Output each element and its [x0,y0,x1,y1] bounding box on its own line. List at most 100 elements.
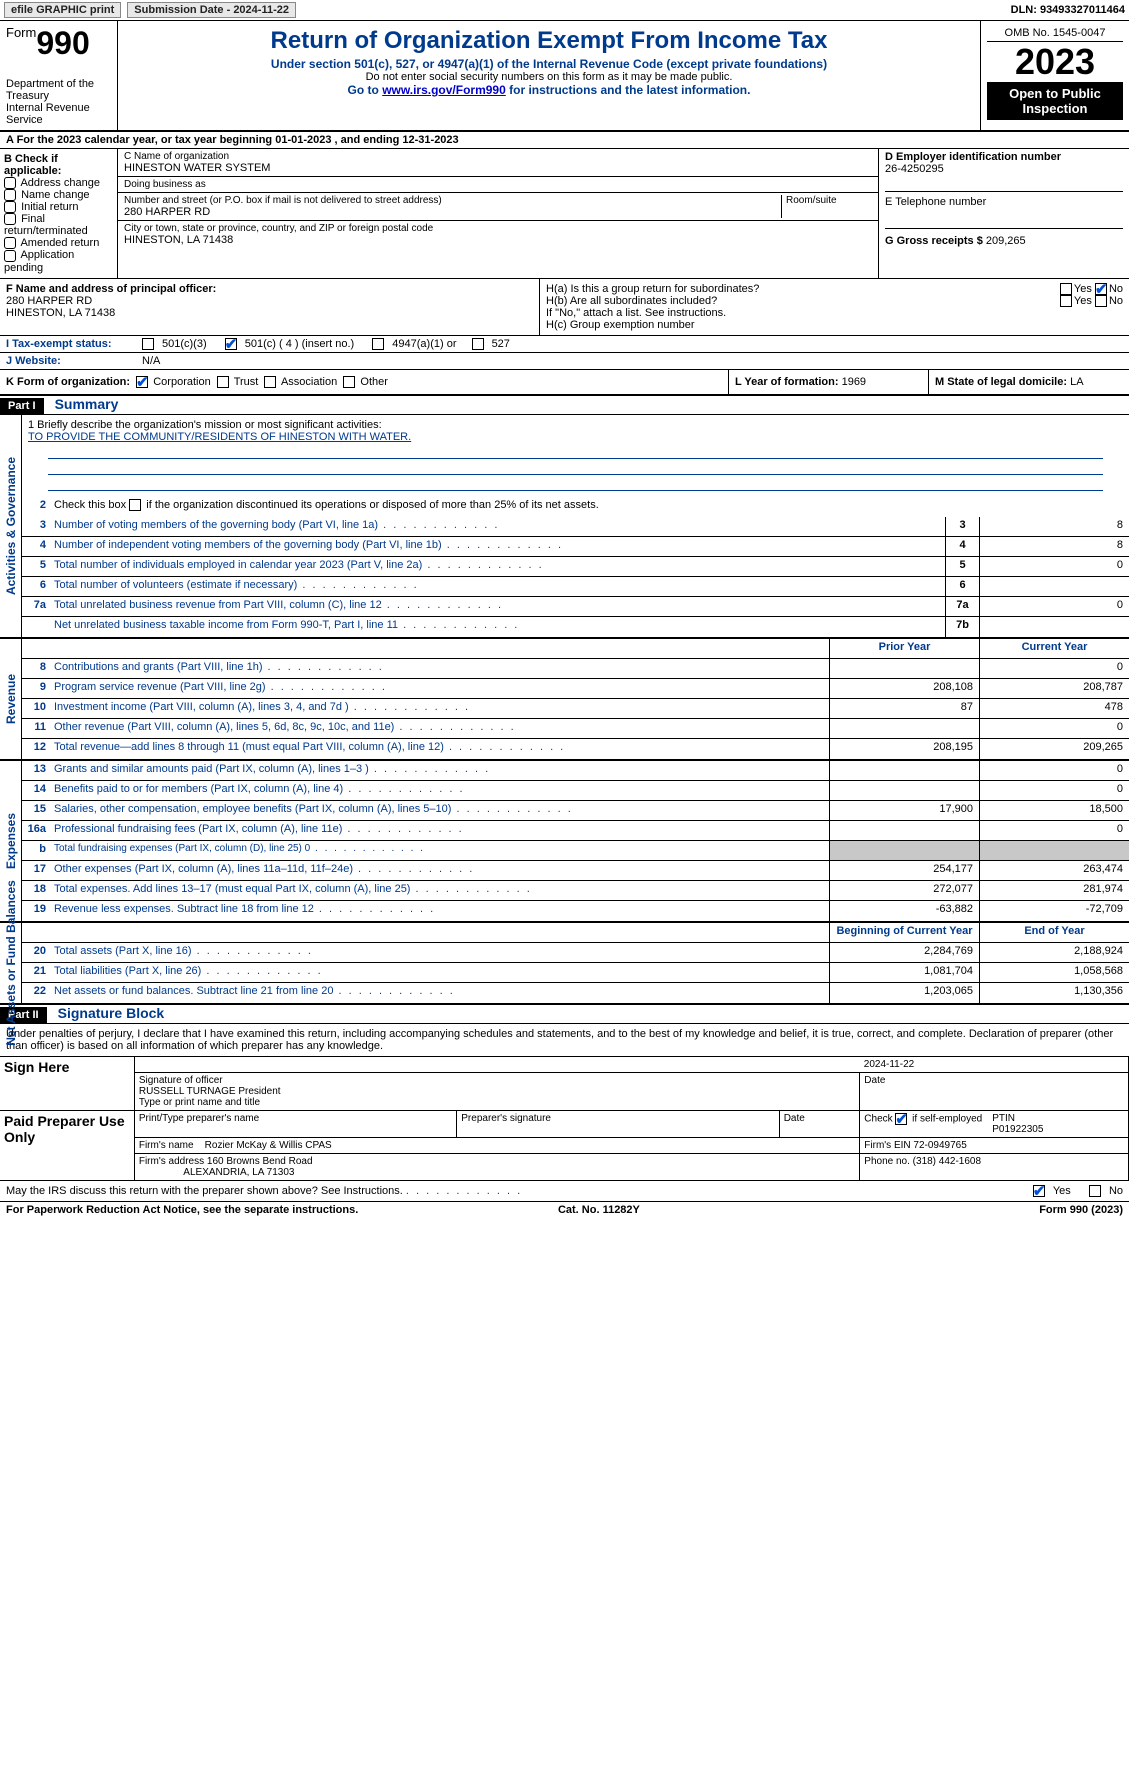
footer-mid: Cat. No. 11282Y [558,1204,640,1216]
form-note-ssn: Do not enter social security numbers on … [124,71,974,83]
sign-date: 2024-11-22 [864,1059,914,1070]
chk-501c[interactable] [225,338,237,350]
form-id-cell: Form990 Department of the Treasury Inter… [0,21,118,130]
officer-name-title: RUSSELL TURNAGE President [139,1086,855,1097]
ptin-value: P01922305 [992,1124,1043,1135]
chk-other[interactable] [343,376,355,388]
row-19: 19 Revenue less expenses. Subtract line … [22,901,1129,921]
year-formation: 1969 [842,376,866,388]
row-9: 9 Program service revenue (Part VIII, li… [22,679,1129,699]
chk-hb-yes[interactable] [1060,295,1072,307]
sec-e-lbl: E Telephone number [885,196,1123,208]
section-f: F Name and address of principal officer:… [0,279,540,335]
vtab-revenue-text: Revenue [4,674,18,724]
section-klm: K Form of organization: Corporation Trus… [0,370,1129,396]
type-name-lbl: Type or print name and title [139,1097,855,1108]
firm-addr-lbl: Firm's address [139,1156,204,1167]
chk-discuss-yes[interactable] [1033,1185,1045,1197]
line-1-mission: 1 Briefly describe the organization's mi… [22,415,1129,497]
vtab-revenue: Revenue [0,639,22,759]
vtab-expenses-text: Expenses [4,813,18,869]
line-2: 2 Check this box Check this box if the o… [22,497,1129,517]
chk-ha-yes[interactable] [1060,283,1072,295]
section-fh: F Name and address of principal officer:… [0,279,1129,336]
gov-row-7b: Net unrelated business taxable income fr… [22,617,1129,637]
sec-f-lbl: F Name and address of principal officer: [6,283,533,295]
chk-final-return[interactable] [4,213,16,225]
section-h: H(a) Is this a group return for subordin… [540,279,1129,335]
section-bcd: B Check if applicable: Address change Na… [0,149,1129,279]
efile-print-button[interactable]: efile GRAPHIC print [4,2,121,18]
officer-addr1: 280 HARPER RD [6,295,533,307]
firm-phone-lbl: Phone no. [864,1156,910,1167]
chk-amended-return[interactable] [4,237,16,249]
footer: For Paperwork Reduction Act Notice, see … [0,1201,1129,1218]
row-21: 21 Total liabilities (Part X, line 26) 1… [22,963,1129,983]
form-note-link: Go to www.irs.gov/Form990 for instructio… [124,83,974,97]
chk-trust[interactable] [217,376,229,388]
chk-address-change[interactable] [4,177,16,189]
prep-sig-lbl: Preparer's signature [457,1110,779,1137]
part1-header: Part I Summary [0,396,1129,415]
prep-name-lbl: Print/Type preparer's name [134,1110,456,1137]
top-bar: efile GRAPHIC print Submission Date - 20… [0,0,1129,21]
gov-row-5: 5 Total number of individuals employed i… [22,557,1129,577]
chk-hb-no[interactable] [1095,295,1107,307]
chk-line2[interactable] [129,499,141,511]
chk-corporation[interactable] [136,376,148,388]
opt-4947a1: 4947(a)(1) or [392,338,456,350]
row-22: 22 Net assets or fund balances. Subtract… [22,983,1129,1003]
row-b: b Total fundraising expenses (Part IX, c… [22,841,1129,861]
irs-link[interactable]: www.irs.gov/Form990 [382,83,506,97]
vtab-governance: Activities & Governance [0,415,22,637]
row-17: 17 Other expenses (Part IX, column (A), … [22,861,1129,881]
chk-4947a1[interactable] [372,338,384,350]
row-14: 14 Benefits paid to or for members (Part… [22,781,1129,801]
chk-ha-no[interactable] [1095,283,1107,295]
sec-a-end: 12-31-2023 [402,134,458,146]
row-12: 12 Total revenue—add lines 8 through 11 … [22,739,1129,759]
net-header-row: Beginning of Current Year End of Year [22,923,1129,943]
part1-title: Summary [47,394,127,414]
sec-c-street-lbl: Number and street (or P.O. box if mail i… [124,195,777,206]
opt-name-change: Name change [21,189,90,201]
vtab-net-assets-text: Net Assets or Fund Balances [4,880,18,1046]
signature-table: Sign Here 2024-11-22 Signature of office… [0,1056,1129,1181]
chk-self-employed[interactable] [895,1113,907,1125]
form-subtitle: Under section 501(c), 527, or 4947(a)(1)… [124,57,974,71]
chk-501c3[interactable] [142,338,154,350]
hb-no: No [1109,295,1123,307]
chk-527[interactable] [472,338,484,350]
hdr-end-year: End of Year [979,923,1129,942]
submission-date-chip: Submission Date - 2024-11-22 [127,2,296,18]
firm-ein: 72-0949765 [913,1140,966,1151]
chk-association[interactable] [264,376,276,388]
row-20: 20 Total assets (Part X, line 16) 2,284,… [22,943,1129,963]
form-number: 990 [36,25,89,61]
part1-label: Part I [0,398,44,414]
dln-label: DLN: 93493327011464 [1011,4,1125,16]
sec-c-room-lbl: Room/suite [786,195,872,206]
dept-label: Department of the Treasury Internal Reve… [6,78,111,126]
block-governance: Activities & Governance 1 Briefly descri… [0,415,1129,639]
row-11: 11 Other revenue (Part VIII, column (A),… [22,719,1129,739]
footer-right: Form 990 (2023) [1039,1204,1123,1216]
ein-value: 26-4250295 [885,163,1123,175]
mission-blank-1 [48,445,1103,459]
org-street: 280 HARPER RD [124,206,777,218]
firm-addr2: ALEXANDRIA, LA 71303 [183,1167,294,1178]
chk-initial-return[interactable] [4,201,16,213]
opt-amended-return: Amended return [20,237,99,249]
chk-name-change[interactable] [4,189,16,201]
goto-pre: Go to [348,83,383,97]
vtab-governance-text: Activities & Governance [4,457,18,595]
form-title: Return of Organization Exempt From Incom… [124,27,974,55]
chk-discuss-no[interactable] [1089,1185,1101,1197]
discuss-no: No [1109,1185,1123,1197]
title-cell: Return of Organization Exempt From Incom… [118,21,981,130]
opt-527: 527 [492,338,510,350]
chk-application-pending[interactable] [4,250,16,262]
hb-lbl: H(b) Are all subordinates included? [546,295,1060,307]
opt-501c: 501(c) ( 4 ) (insert no.) [245,338,354,350]
row-15: 15 Salaries, other compensation, employe… [22,801,1129,821]
